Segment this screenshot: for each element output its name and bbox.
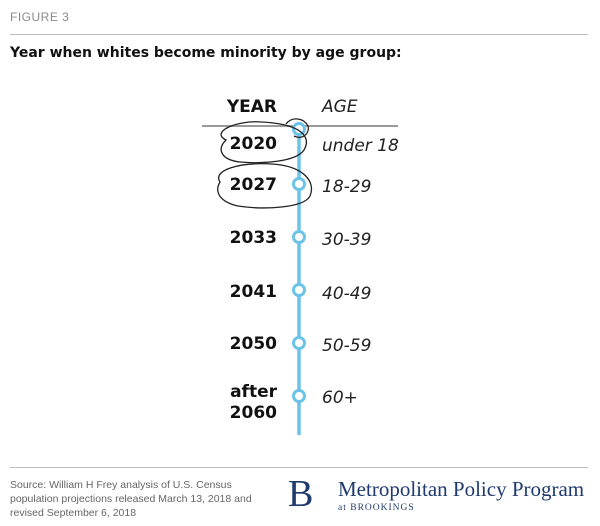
timeline-node <box>292 283 306 297</box>
timeline-node <box>292 230 306 244</box>
figure-title: Year when whites become minority by age … <box>10 45 402 61</box>
program-name: Metropolitan Policy Program <box>338 477 585 501</box>
timeline-node <box>292 122 306 136</box>
year-value: 2020 <box>229 134 277 154</box>
age-group-value: under 18 <box>322 136 399 156</box>
age-header: AGE <box>322 97 358 117</box>
age-group-value: 18-29 <box>322 177 372 197</box>
year-header: YEAR <box>226 97 277 117</box>
annotation-circle-2020 <box>220 118 309 164</box>
year-value: 2027 <box>229 175 277 195</box>
top-divider <box>10 34 588 35</box>
annotation-circle-2027 <box>217 163 312 209</box>
age-group-value: 60+ <box>322 388 358 408</box>
year-value: 2041 <box>229 282 277 302</box>
year-value: 2033 <box>229 228 277 248</box>
timeline-node <box>292 336 306 350</box>
timeline-node <box>292 389 306 403</box>
age-group-value: 40-49 <box>322 284 372 304</box>
age-group-value: 30-39 <box>322 230 372 250</box>
source-note: Source: William H Frey analysis of U.S. … <box>10 479 252 519</box>
timeline-node <box>292 177 306 191</box>
bottom-divider <box>10 467 588 468</box>
year-value: 2050 <box>229 334 277 354</box>
program-sub: at BROOKINGS <box>338 503 415 513</box>
figure-label: FIGURE 3 <box>10 10 70 24</box>
brookings-logo-mark: B <box>288 473 314 515</box>
age-group-value: 50-59 <box>322 336 372 356</box>
year-value: after 2060 <box>229 382 277 423</box>
